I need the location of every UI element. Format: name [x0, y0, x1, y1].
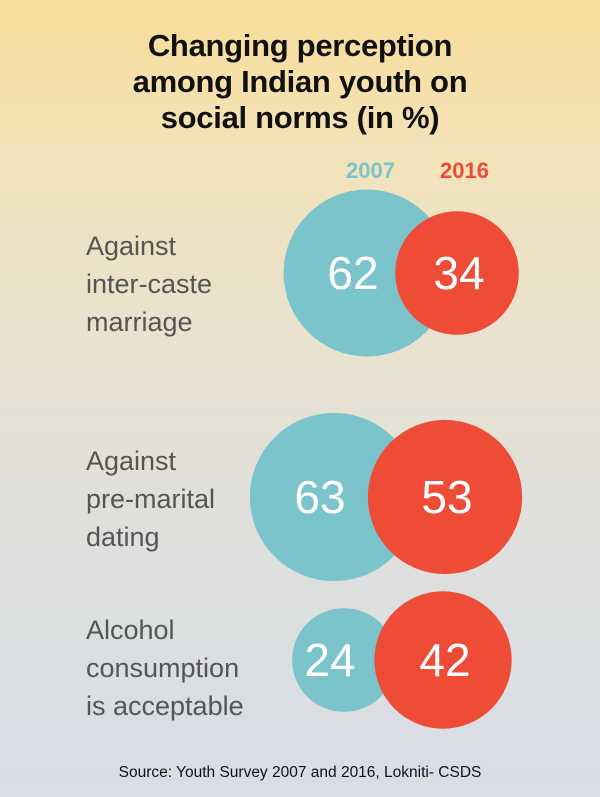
label-line: dating [86, 522, 160, 552]
label-line: Alcohol [86, 615, 175, 645]
legend-2007: 2007 [346, 158, 395, 183]
value-label-2007: 24 [304, 634, 355, 686]
bubble-2007 [283, 189, 451, 357]
label-line: marriage [86, 307, 193, 337]
label-line: is acceptable [86, 691, 244, 721]
bubble-2007 [249, 412, 419, 582]
bubble-2007 [292, 608, 396, 712]
value-label-2007: 63 [294, 471, 345, 523]
value-label-2016: 34 [433, 247, 484, 299]
value-label-2016: 42 [419, 634, 470, 686]
category-label-pre-marital: Against pre-marital dating [86, 442, 215, 556]
label-line: inter-caste [86, 269, 213, 299]
value-label-2016: 53 [421, 471, 472, 523]
label-line: consumption [86, 653, 240, 683]
label-line: pre-marital [86, 484, 216, 514]
category-label-alcohol: Alcohol consumption is acceptable [86, 611, 244, 725]
label-line: Against [86, 231, 177, 261]
label-line: Against [86, 446, 177, 476]
bubble-2016 [374, 591, 512, 729]
legend-2016: 2016 [440, 158, 489, 183]
title-line: Changing perception [147, 28, 453, 63]
chart-title: Changing perception among Indian youth o… [0, 28, 600, 136]
title-line: among Indian youth on [132, 64, 468, 99]
category-label-inter-caste: Against inter-caste marriage [86, 227, 212, 341]
value-label-2007: 62 [327, 247, 378, 299]
bubble-2016 [395, 211, 519, 335]
title-line: social norms (in %) [160, 100, 440, 135]
source-note: Source: Youth Survey 2007 and 2016, Lokn… [118, 764, 482, 781]
bubble-2016 [367, 419, 523, 575]
